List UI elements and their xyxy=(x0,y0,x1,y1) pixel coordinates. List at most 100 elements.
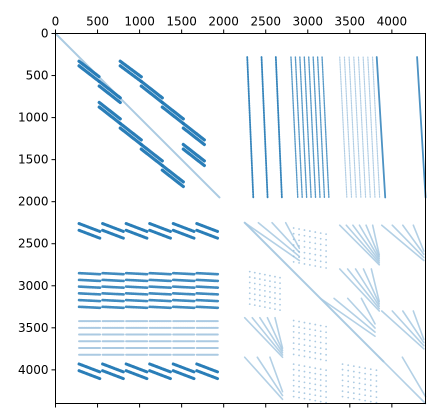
sparse-dot xyxy=(314,346,317,349)
sparse-dot xyxy=(269,307,271,310)
sparse-dot xyxy=(314,334,317,337)
sparse-dot xyxy=(258,305,261,308)
sparse-dot xyxy=(319,352,322,355)
sparse-dot xyxy=(263,306,266,309)
sparse-dot xyxy=(303,327,306,330)
sparse-dot xyxy=(314,388,317,391)
diagonal-block-line xyxy=(338,224,381,266)
sparse-dot xyxy=(308,377,311,379)
diagonal-block-line xyxy=(352,224,381,262)
sparse-dot xyxy=(298,233,300,236)
sparse-dot xyxy=(253,293,256,296)
sparse-dot xyxy=(303,386,306,389)
y-tick-label: 2000 xyxy=(18,195,49,209)
sparse-dot xyxy=(325,374,327,377)
plot-area-frame xyxy=(55,33,426,404)
sparse-dot xyxy=(308,366,311,369)
sparse-dot xyxy=(303,370,306,373)
sparse-dot xyxy=(274,302,276,305)
diagonal-block-line xyxy=(362,268,381,305)
sparse-dot xyxy=(319,395,322,398)
block-stripe xyxy=(353,56,362,199)
sparse-dot xyxy=(298,343,300,346)
horizontal-band xyxy=(101,228,126,240)
horizontal-band xyxy=(124,278,149,283)
sparse-dot xyxy=(325,342,327,345)
horizontal-band xyxy=(171,292,196,296)
sparse-dot xyxy=(308,264,311,266)
sparse-dot xyxy=(325,255,327,258)
sparse-dot xyxy=(308,252,311,255)
sparse-dot xyxy=(319,347,322,350)
horizontal-band xyxy=(101,285,125,289)
sparse-dot xyxy=(369,395,372,398)
sparse-dot xyxy=(341,390,344,393)
horizontal-band xyxy=(101,278,125,283)
horizontal-band xyxy=(171,285,196,289)
main-diagonal-line xyxy=(243,221,385,363)
sparse-dot xyxy=(325,267,327,269)
sparse-dot xyxy=(303,397,306,400)
sparse-dot xyxy=(292,255,295,258)
diagonal-block-line xyxy=(333,297,376,333)
sparse-dot xyxy=(292,249,295,252)
horizontal-band xyxy=(101,271,125,276)
sparse-dot xyxy=(279,282,281,285)
sparse-dot xyxy=(263,279,266,281)
sparse-dot xyxy=(325,396,327,399)
y-axis-left: 0 500 1000 1500 2000 2500 3000 3500 4000 xyxy=(18,27,56,377)
horizontal-band xyxy=(124,305,149,310)
horizontal-band xyxy=(195,298,220,303)
sparse-dot xyxy=(314,351,317,354)
diagonal-block-line xyxy=(243,221,301,262)
sparse-dot xyxy=(298,385,300,388)
sparse-dot xyxy=(319,254,322,257)
horizontal-band xyxy=(148,271,173,276)
sparse-dot xyxy=(298,364,300,367)
x-tick-label: 2500 xyxy=(250,15,281,29)
sparse-dot xyxy=(269,296,271,299)
sparse-dot xyxy=(303,321,306,324)
sparse-dot xyxy=(369,379,372,381)
sparse-dot xyxy=(269,301,271,304)
sparse-dot xyxy=(375,369,378,372)
horizontal-band xyxy=(101,292,125,296)
sparse-dot xyxy=(248,281,251,284)
sparse-dot xyxy=(308,356,311,359)
block-stripe xyxy=(321,56,330,199)
horizontal-band xyxy=(195,271,220,276)
sparse-dot xyxy=(319,324,322,327)
sparse-dot xyxy=(369,400,372,403)
y-tick-label: 1000 xyxy=(18,111,49,125)
sparse-dot xyxy=(269,285,271,288)
sparse-dot xyxy=(292,319,295,322)
sparse-dot xyxy=(258,288,261,291)
sparse-dot xyxy=(358,371,361,374)
sparse-dot xyxy=(319,330,322,333)
diagonal-block-line xyxy=(259,316,284,354)
sparse-dot xyxy=(298,375,300,377)
horizontal-band xyxy=(124,362,149,374)
horizontal-band xyxy=(195,228,220,240)
block-stripe xyxy=(246,56,255,199)
sparse-dot xyxy=(258,272,261,275)
sparse-dot xyxy=(314,357,317,360)
sparse-dot xyxy=(292,330,295,333)
diagonal-block-line xyxy=(338,268,381,312)
sparse-dot xyxy=(298,337,300,340)
horizontal-band xyxy=(171,228,196,240)
sparse-dot xyxy=(352,386,355,389)
sparse-dot xyxy=(364,388,367,391)
sparse-dot xyxy=(263,273,266,276)
sparse-dot xyxy=(314,236,317,239)
sparse-dot xyxy=(274,292,276,294)
sparse-dot xyxy=(258,299,261,302)
sparse-band xyxy=(118,126,143,147)
block-stripe xyxy=(367,56,376,199)
sparse-dot xyxy=(279,293,281,295)
sparse-band xyxy=(160,100,185,121)
sparse-dot xyxy=(347,385,350,388)
diagonal-block-line xyxy=(346,297,376,329)
sparse-dot xyxy=(298,331,300,334)
sparse-dot xyxy=(308,235,311,238)
